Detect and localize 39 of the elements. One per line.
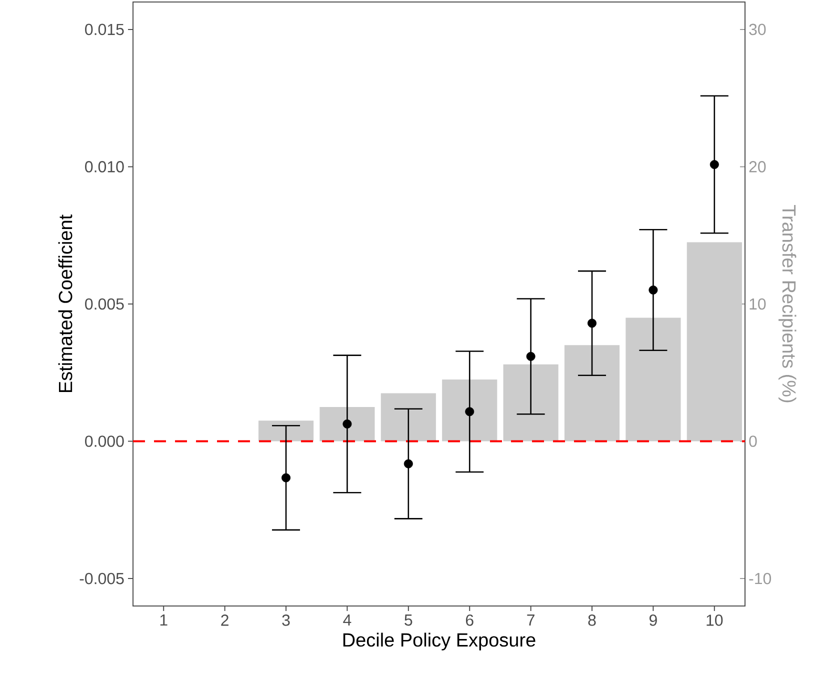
bar <box>564 345 620 442</box>
x-tick-label: 5 <box>404 614 412 626</box>
x-tick-label: 8 <box>588 614 596 626</box>
point <box>342 419 352 428</box>
bar <box>320 406 375 442</box>
y-tick-label: 0.010 <box>85 161 124 172</box>
bar <box>442 379 498 442</box>
x-tick-label: 10 <box>706 614 723 626</box>
bar <box>503 364 558 442</box>
x-tick-label: 2 <box>221 614 228 626</box>
x-tick-label: 9 <box>650 614 657 626</box>
bar <box>626 318 681 442</box>
y2-tick-label: -10 <box>749 572 772 584</box>
y-tick-label: 0.005 <box>85 298 124 310</box>
y2-axis-title: Transfer Recipients (%) <box>778 204 796 402</box>
x-tick-label: 6 <box>466 614 474 626</box>
point <box>648 285 658 294</box>
y2-tick-label: 20 <box>749 161 766 172</box>
y2-tick-label: 10 <box>750 298 766 310</box>
bar <box>380 393 436 442</box>
point <box>710 160 719 170</box>
point <box>282 473 291 482</box>
bar <box>686 242 742 442</box>
x-tick-label: 1 <box>160 614 168 626</box>
x-tick-label: 4 <box>343 614 352 626</box>
y-tick-label: 0.000 <box>85 436 124 447</box>
point <box>526 352 536 361</box>
x-tick-label: 3 <box>282 614 290 626</box>
point <box>465 407 474 416</box>
y-tick-label: 0.015 <box>85 24 124 36</box>
x-tick-label: 7 <box>527 614 534 626</box>
point <box>404 459 413 468</box>
x-axis-title: Decile Policy Exposure <box>343 632 536 650</box>
y2-tick-label: 0 <box>749 436 757 447</box>
y-tick-label: -0.005 <box>80 572 124 584</box>
bar <box>258 420 314 442</box>
point <box>588 318 597 328</box>
y-axis-title: Estimated Coefficient <box>58 214 72 392</box>
y2-tick-label: 30 <box>749 24 766 36</box>
